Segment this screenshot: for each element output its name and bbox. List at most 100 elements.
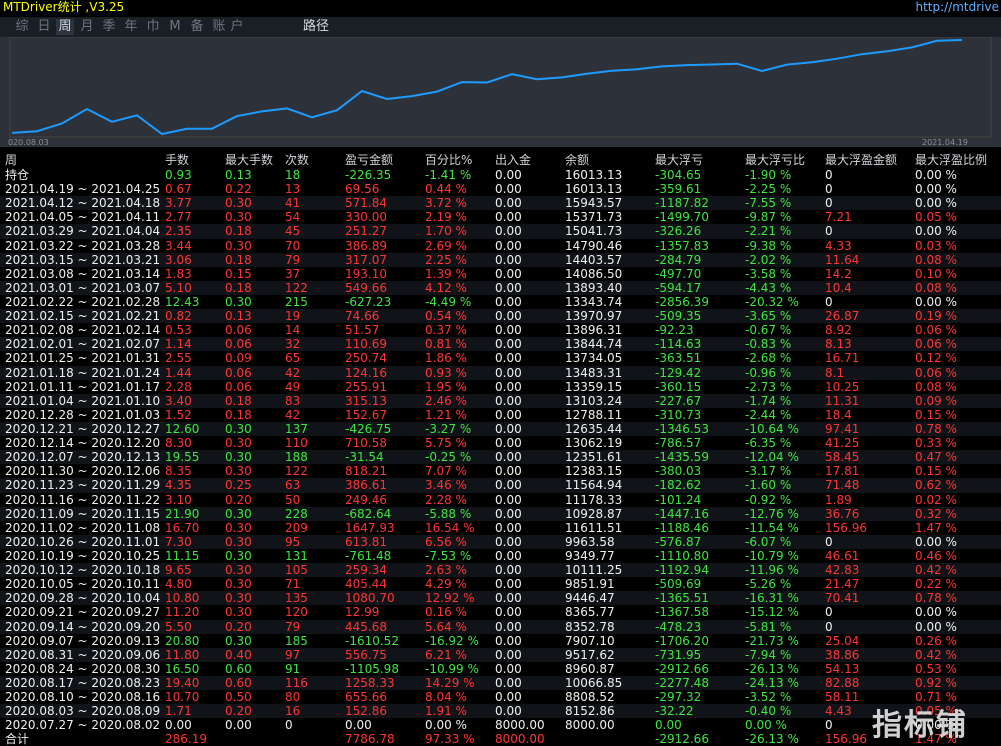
max-float-profit-pct-cell: 0.00 % xyxy=(915,718,957,733)
tab-overview[interactable]: 综 xyxy=(15,19,29,34)
week-cell: 2020.10.05 ~ 2020.10.11 xyxy=(5,577,161,592)
deposit-cell: 0.00 xyxy=(495,351,522,366)
max-float-profit-cell: 0 xyxy=(825,605,833,620)
balance-cell: 13359.15 xyxy=(565,379,623,394)
profit-cell: 317.07 xyxy=(345,252,387,267)
max-float-profit-pct-cell: 0.05 % xyxy=(915,704,957,719)
week-cell: 2021.03.29 ~ 2021.04.04 xyxy=(5,224,161,239)
trades-cell: 122 xyxy=(285,280,308,295)
percent-cell: 4.29 % xyxy=(425,577,467,592)
max-lots-cell: 0.30 xyxy=(225,294,252,309)
max-float-profit-pct-cell: 0.71 % xyxy=(915,690,957,705)
balance-cell: 12383.15 xyxy=(565,464,623,479)
max-float-loss-pct-cell: -0.96 % xyxy=(745,365,792,380)
max-float-profit-pct-cell: 0.15 % xyxy=(915,407,957,422)
table-row: 2020.11.30 ~ 2020.12.06 8.35 0.30 122 818.21… xyxy=(0,464,1001,478)
deposit-cell: 0.00 xyxy=(495,690,522,705)
max-float-profit-cell: 4.43 xyxy=(825,704,852,719)
max-float-profit-cell: 0 xyxy=(825,718,833,733)
trades-cell: 215 xyxy=(285,294,308,309)
profit-cell: 74.66 xyxy=(345,309,380,324)
tab-path[interactable]: 路径 xyxy=(302,19,329,34)
balance-cell: 16013.13 xyxy=(565,168,623,182)
tab-account[interactable]: 账 xyxy=(212,19,226,34)
lots-cell: 3.44 xyxy=(165,238,192,253)
week-cell: 2021.02.15 ~ 2021.02.21 xyxy=(5,309,161,324)
max-float-loss-cell: -32.22 xyxy=(655,704,694,719)
max-float-loss-cell: 最大浮亏 xyxy=(655,153,704,167)
deposit-cell: 0.00 xyxy=(495,506,522,521)
week-cell: 2020.12.21 ~ 2020.12.27 xyxy=(5,421,161,436)
max-float-loss-pct-cell: -3.17 % xyxy=(745,464,792,479)
table-row: 2021.02.22 ~ 2021.02.28 12.43 0.30 215 -627.… xyxy=(0,295,1001,309)
max-float-loss-pct-cell: -12.76 % xyxy=(745,506,799,521)
table-row: 2020.11.16 ~ 2020.11.22 3.10 0.20 50 249.46 2… xyxy=(0,493,1001,507)
profit-cell: -627.23 xyxy=(345,294,392,309)
profit-cell: 51.57 xyxy=(345,323,380,338)
week-cell: 2021.02.01 ~ 2021.02.07 xyxy=(5,337,161,352)
max-float-loss-cell: -1187.82 xyxy=(655,196,709,211)
tab-month[interactable]: 月 xyxy=(80,19,94,34)
max-float-loss-pct-cell: -24.13 % xyxy=(745,675,799,690)
balance-cell: 13893.40 xyxy=(565,280,623,295)
deposit-cell: 0.00 xyxy=(495,309,522,324)
profit-cell: 250.74 xyxy=(345,351,387,366)
lots-cell: 2.77 xyxy=(165,210,192,225)
profit-cell: 152.67 xyxy=(345,407,387,422)
app-link[interactable]: http://mtdrive xyxy=(915,0,999,14)
balance-cell: 14086.50 xyxy=(565,266,623,281)
max-float-loss-cell: -284.79 xyxy=(655,252,702,267)
deposit-cell: 0.00 xyxy=(495,619,522,634)
table-row: 2021.01.25 ~ 2021.01.31 2.55 0.09 65 250.74 1… xyxy=(0,351,1001,365)
week-cell: 2021.04.19 ~ 2021.04.25 xyxy=(5,182,161,197)
max-float-loss-pct-cell: -2.73 % xyxy=(745,379,792,394)
max-float-loss-cell: -114.63 xyxy=(655,337,702,352)
balance-cell: 7907.10 xyxy=(565,633,615,648)
week-cell: 2020.11.23 ~ 2020.11.29 xyxy=(5,478,161,493)
percent-cell: 3.46 % xyxy=(425,478,467,493)
tab-week[interactable]: 周 xyxy=(56,19,74,35)
week-cell: 2020.10.26 ~ 2020.11.01 xyxy=(5,534,161,549)
max-float-profit-cell: 1.89 xyxy=(825,492,852,507)
max-float-loss-pct-cell: -0.83 % xyxy=(745,337,792,352)
lots-cell: 5.50 xyxy=(165,619,192,634)
period-tabs: 综 日 周 月 季 年 巾 M 备 账 户 路径 xyxy=(0,17,1001,37)
max-float-loss-cell: -1365.51 xyxy=(655,591,709,606)
deposit-cell: 0.00 xyxy=(495,464,522,479)
max-lots-cell: 0.18 xyxy=(225,393,252,408)
max-float-loss-cell: -1447.16 xyxy=(655,506,709,521)
percent-cell: -4.49 % xyxy=(425,294,472,309)
tab-note[interactable]: 备 xyxy=(190,19,204,34)
max-float-loss-cell: -380.03 xyxy=(655,464,702,479)
profit-cell: 12.99 xyxy=(345,605,380,620)
max-lots-cell: 0.30 xyxy=(225,436,252,451)
max-float-loss-cell: -304.65 xyxy=(655,168,702,182)
max-float-loss-cell: -92.23 xyxy=(655,323,694,338)
max-float-profit-pct-cell: 0.22 % xyxy=(915,577,957,592)
tab-account-2[interactable]: 户 xyxy=(230,19,244,34)
percent-cell: 1.39 % xyxy=(425,266,467,281)
max-float-loss-pct-cell: -0.67 % xyxy=(745,323,792,338)
deposit-cell: 0.00 xyxy=(495,224,522,239)
trades-cell: 63 xyxy=(285,478,301,493)
lots-cell: 11.80 xyxy=(165,647,200,662)
max-float-loss-cell: -509.35 xyxy=(655,309,702,324)
balance-chart xyxy=(0,37,1001,147)
deposit-cell: 0.00 xyxy=(495,436,522,451)
percent-cell: 7.07 % xyxy=(425,464,467,479)
tab-day[interactable]: 日 xyxy=(37,19,51,34)
lots-cell: 3.06 xyxy=(165,252,192,267)
tab-symbol[interactable]: 巾 xyxy=(146,19,160,34)
week-cell: 2021.01.25 ~ 2021.01.31 xyxy=(5,351,161,366)
profit-cell: -1105.98 xyxy=(345,661,399,676)
table-row: 2020.12.14 ~ 2020.12.20 8.30 0.30 110 710.58… xyxy=(0,436,1001,450)
profit-cell: 571.84 xyxy=(345,196,387,211)
profit-cell: 655.66 xyxy=(345,690,387,705)
tab-magic[interactable]: M xyxy=(169,19,181,34)
max-lots-cell: 0.13 xyxy=(225,168,252,182)
trades-cell: 122 xyxy=(285,464,308,479)
week-cell: 2021.03.08 ~ 2021.03.14 xyxy=(5,266,161,281)
balance-cell: 9851.91 xyxy=(565,577,615,592)
tab-year[interactable]: 年 xyxy=(124,19,138,34)
tab-quarter[interactable]: 季 xyxy=(102,19,116,34)
